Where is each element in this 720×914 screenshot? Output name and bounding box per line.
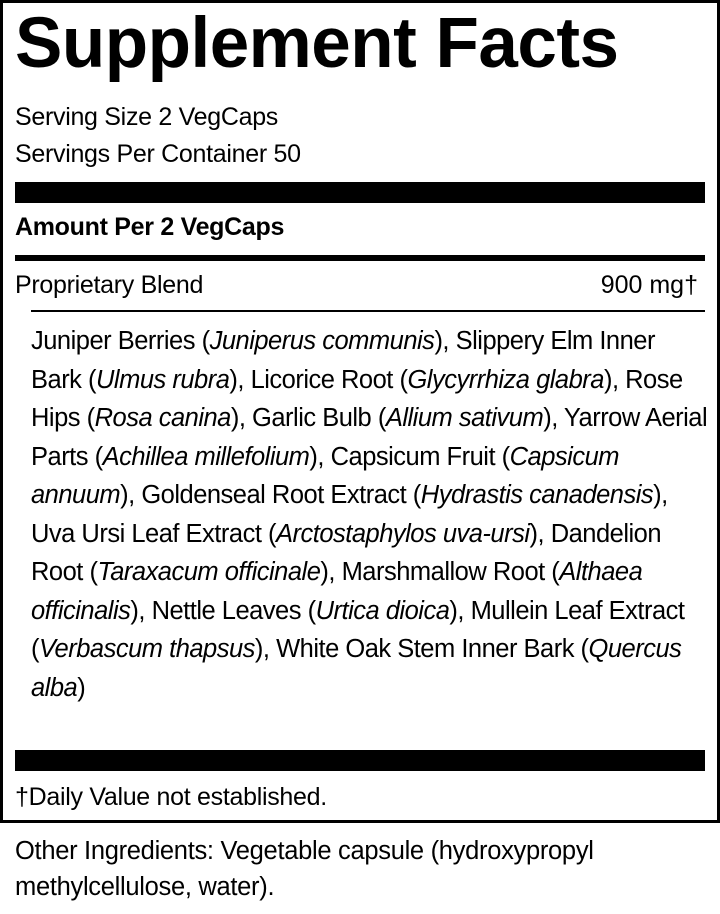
blend-name: Proprietary Blend	[15, 271, 204, 299]
medium-divider	[15, 255, 705, 261]
ingredient-latin-name: Capsicum annuum	[31, 442, 620, 510]
ingredient-latin-name: Verbascum thapsus	[39, 635, 255, 663]
ingredient-item: Dandelion Root (Taraxacum officinale),	[31, 519, 662, 587]
ingredient-latin-name: Glycyrrhiza glabra	[407, 365, 604, 394]
ingredient-item: Slippery Elm Inner Bark (Ulmus rubra),	[31, 327, 655, 394]
ingredient-item: Goldenseal Root Extract (Hydrastis canad…	[141, 481, 668, 509]
blend-amount: 900 mg†	[600, 271, 698, 299]
thin-divider	[31, 310, 705, 312]
serving-size: Serving Size 2 VegCaps	[15, 103, 279, 131]
ingredient-latin-name: Urtica dioica	[315, 596, 450, 625]
ingredient-item: Uva Ursi Leaf Extract (Arctostaphylos uv…	[31, 519, 551, 548]
ingredient-latin-name: Juniperus communis	[209, 327, 435, 355]
ingredient-latin-name: Hydrastis canadensis	[420, 481, 654, 509]
amount-header: Amount Per 2 VegCaps	[15, 213, 285, 241]
panel-title: Supplement Facts	[15, 4, 619, 83]
ingredient-latin-name: Rosa canina	[94, 404, 232, 432]
ingredient-item: White Oak Stem Inner Bark (Quercus alba)	[31, 635, 682, 702]
ingredient-item: Juniper Berries (Juniperus communis),	[31, 327, 456, 355]
ingredient-latin-name: Althaea officinalis	[31, 558, 643, 625]
ingredient-latin-name: Achillea millefolium	[102, 442, 310, 471]
other-ingredients: Other Ingredients: Vegetable capsule (hy…	[15, 837, 594, 901]
ingredient-item: Rose Hips (Rosa canina),	[31, 365, 683, 433]
ingredient-item: Marshmallow Root (Althaea officinalis),	[31, 558, 643, 625]
thick-divider-bottom	[15, 750, 705, 771]
ingredient-item: Capsicum Fruit (Capsicum annuum),	[31, 442, 620, 510]
ingredient-item: Mullein Leaf Extract (Verbascum thapsus)…	[31, 596, 685, 664]
ingredient-item: Nettle Leaves (Urtica dioica),	[151, 596, 471, 625]
ingredient-latin-name: Arctostaphylos uva-ursi	[275, 519, 530, 548]
ingredient-item: Garlic Bulb (Allium sativum),	[252, 404, 564, 432]
supplement-facts-panel	[0, 0, 720, 823]
servings-per-container: Servings Per Container 50	[15, 140, 301, 168]
ingredient-list: Juniper Berries (Juniperus communis), Sl…	[31, 322, 711, 707]
ingredient-latin-name: Taraxacum officinale	[97, 558, 321, 586]
ingredient-latin-name: Quercus alba	[31, 635, 682, 702]
thick-divider	[15, 182, 705, 203]
ingredient-item: Licorice Root (Glycyrrhiza glabra),	[250, 365, 626, 394]
ingredient-latin-name: Allium sativum	[385, 404, 544, 432]
footnote: †Daily Value not established.	[15, 783, 327, 811]
ingredient-item: Yarrow Aerial Parts (Achillea millefoliu…	[31, 404, 708, 471]
ingredient-latin-name: Ulmus rubra	[96, 365, 230, 394]
